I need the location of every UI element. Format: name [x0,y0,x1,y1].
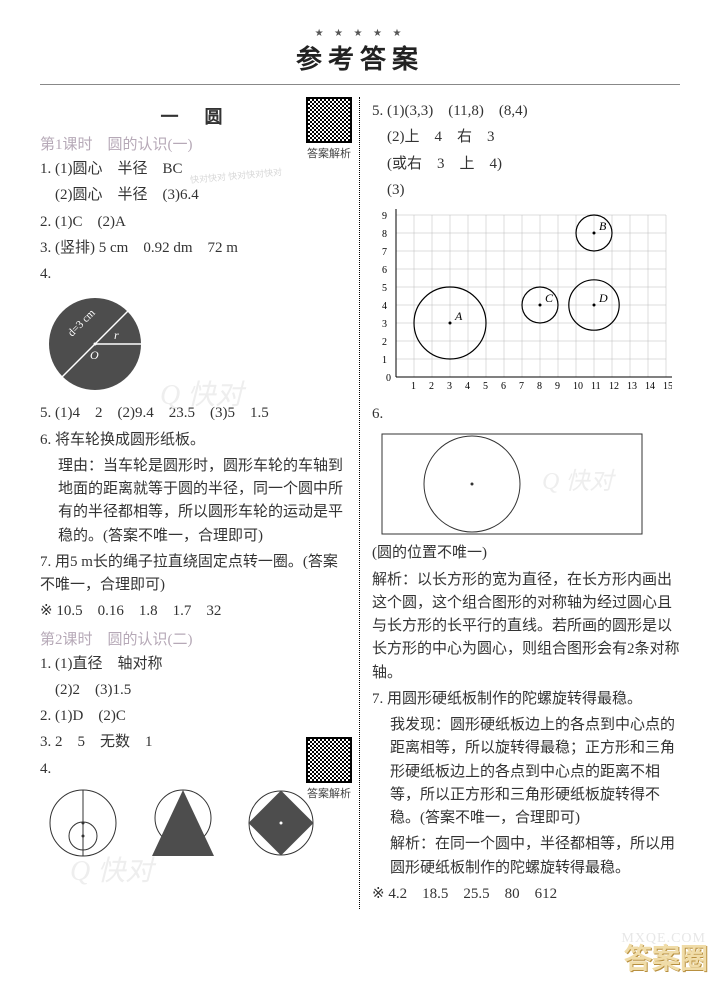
svg-text:3: 3 [382,319,387,330]
svg-text:15: 15 [663,381,672,392]
b2-line: 2. (1)D (2)C [40,705,347,728]
right-column: 5. (1)(3,3) (11,8) (8,4) (2)上 4 右 3 (或右 … [360,97,680,909]
svg-text:3: 3 [447,381,452,392]
r5a: 5. (1)(3,3) (11,8) (8,4) [372,100,680,123]
svg-text:C: C [545,291,554,305]
svg-text:5: 5 [382,283,387,294]
r6-label: 6. [372,403,680,426]
q2-line: 2. (1)C (2)A [40,211,347,234]
r7-analysis: 解析：在同一个圆中，半径都相等，所以用圆形硬纸板制作的陀螺旋转得最稳。 [372,833,680,880]
page-header: ★ ★ ★ ★ ★ 参考答案 [40,0,680,85]
svg-text:7: 7 [382,247,387,258]
q1-line-b: (2)圆心 半径 (3)6.4 [40,184,347,207]
svg-text:0: 0 [386,373,391,384]
watermark-big-2: Q 快对 [70,849,153,889]
qr-code-icon [306,97,352,143]
content-columns: 一 圆 答案解析 第1课时 圆的认识(一) 快对快对 快对快对快对 1. (1)… [0,97,720,909]
qr-code-icon [306,737,352,783]
b1-line: 1. (1)直径 轴对称 [40,653,347,676]
svg-text:1: 1 [411,381,416,392]
svg-text:11: 11 [591,381,601,392]
svg-text:D: D [598,291,608,305]
watermark-in-fig: Q 快对 [542,468,616,495]
q3-line: 3. (竖排) 5 cm 0.92 dm 72 m [40,237,347,260]
svg-text:6: 6 [501,381,506,392]
r6-analysis: 解析：以长方形的宽为直径，在长方形内画出这个圆，这个组合图形的对称轴为经过圆心且… [372,569,680,685]
fig4-r-label: r [114,328,119,342]
svg-text:10: 10 [573,381,583,392]
r7a: 7. 用圆形硬纸板制作的陀螺旋转得最稳。 [372,688,680,711]
qr-block-1: 答案解析 [301,97,357,160]
r5d: (3) [372,179,680,202]
svg-text:1: 1 [382,355,387,366]
star-line-1: ※ 10.5 0.16 1.8 1.7 32 [40,600,347,623]
figure-rectangle-circle: Q 快对 [372,429,652,539]
svg-text:8: 8 [537,381,542,392]
r6-note: (圆的位置不唯一) [372,542,680,565]
figure-circle-4: d=3 cm r O [40,289,160,399]
svg-text:B: B [599,219,607,233]
svg-text:2: 2 [382,337,387,348]
q6-line-b: 理由：当车轮是圆形时，圆形车轮的车轴到地面的距离就等于圆的半径，同一个圆中所有的… [40,455,347,548]
svg-text:12: 12 [609,381,619,392]
qr-block-2: 答案解析 [301,737,357,800]
star-line-2: ※ 4.2 18.5 25.5 80 612 [372,883,680,906]
main-title: 参考答案 [40,39,680,76]
footer-logo: 答案圈 [624,937,708,977]
svg-text:13: 13 [627,381,637,392]
r7b: 我发现：圆形硬纸板边上的各点到中心点的距离相等，所以旋转得最稳；正方形和三角形硬… [372,714,680,830]
svg-text:4: 4 [382,301,387,312]
svg-text:9: 9 [555,381,560,392]
grid-chart: 0123456789101112131415123456789ABCD [372,205,672,400]
svg-text:6: 6 [382,265,387,276]
svg-text:7: 7 [519,381,524,392]
watermark-big-1: Q 快对 [160,373,243,413]
svg-text:9: 9 [382,211,387,222]
svg-text:5: 5 [483,381,488,392]
r5b: (2)上 4 右 3 [372,126,680,149]
svg-text:8: 8 [382,229,387,240]
svg-text:14: 14 [645,381,655,392]
lesson2-title: 第2课时 圆的认识(二) [40,628,347,649]
fig4-o-label: O [90,348,99,362]
q4-label: 4. [40,263,347,286]
svg-text:2: 2 [429,381,434,392]
q7-line: 7. 用5 m长的绳子拉直绕固定点转一圈。(答案不唯一，合理即可) [40,551,347,598]
b1b-line: (2)2 (3)1.5 [40,679,347,702]
qr-label-2: 答案解析 [301,788,357,800]
svg-text:4: 4 [465,381,470,392]
left-column: 一 圆 答案解析 第1课时 圆的认识(一) 快对快对 快对快对快对 1. (1)… [40,97,360,909]
q6-line-a: 6. 将车轮换成圆形纸板。 [40,429,347,452]
svg-text:A: A [454,309,463,323]
r5c: (或右 3 上 4) [372,153,680,176]
header-stars: ★ ★ ★ ★ ★ [40,28,680,39]
